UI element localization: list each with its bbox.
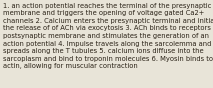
Text: 1. an action potential reaches the terminal of the presynaptic
membrane and trig: 1. an action potential reaches the termi… — [3, 3, 213, 69]
